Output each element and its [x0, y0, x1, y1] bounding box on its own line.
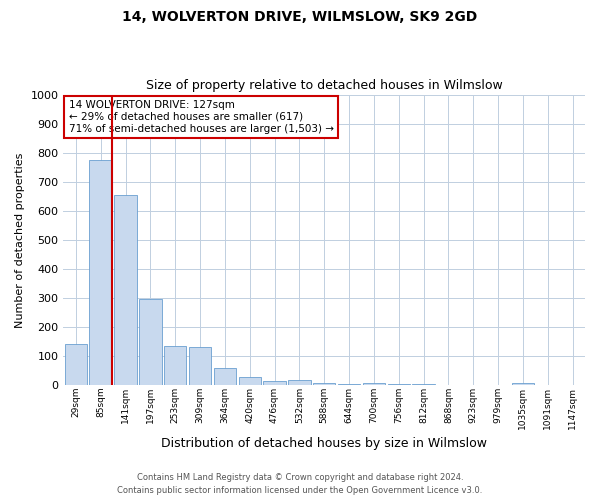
Title: Size of property relative to detached houses in Wilmslow: Size of property relative to detached ho… [146, 79, 503, 92]
Bar [288, 380, 311, 385]
Text: Contains HM Land Registry data © Crown copyright and database right 2024.
Contai: Contains HM Land Registry data © Crown c… [118, 474, 482, 495]
Y-axis label: Number of detached properties: Number of detached properties [15, 152, 25, 328]
Bar [412, 384, 435, 385]
Bar [65, 344, 87, 385]
Bar [363, 383, 385, 385]
Bar [164, 346, 187, 385]
Bar [437, 384, 460, 385]
Bar [388, 384, 410, 385]
X-axis label: Distribution of detached houses by size in Wilmslow: Distribution of detached houses by size … [161, 437, 487, 450]
Text: 14, WOLVERTON DRIVE, WILMSLOW, SK9 2GD: 14, WOLVERTON DRIVE, WILMSLOW, SK9 2GD [122, 10, 478, 24]
Bar [139, 300, 161, 385]
Bar [189, 348, 211, 385]
Bar [115, 195, 137, 385]
Text: 14 WOLVERTON DRIVE: 127sqm
← 29% of detached houses are smaller (617)
71% of sem: 14 WOLVERTON DRIVE: 127sqm ← 29% of deta… [68, 100, 334, 134]
Bar [313, 383, 335, 385]
Bar [263, 381, 286, 385]
Bar [214, 368, 236, 385]
Bar [338, 384, 360, 385]
Bar [239, 377, 261, 385]
Bar [89, 160, 112, 385]
Bar [512, 383, 534, 385]
